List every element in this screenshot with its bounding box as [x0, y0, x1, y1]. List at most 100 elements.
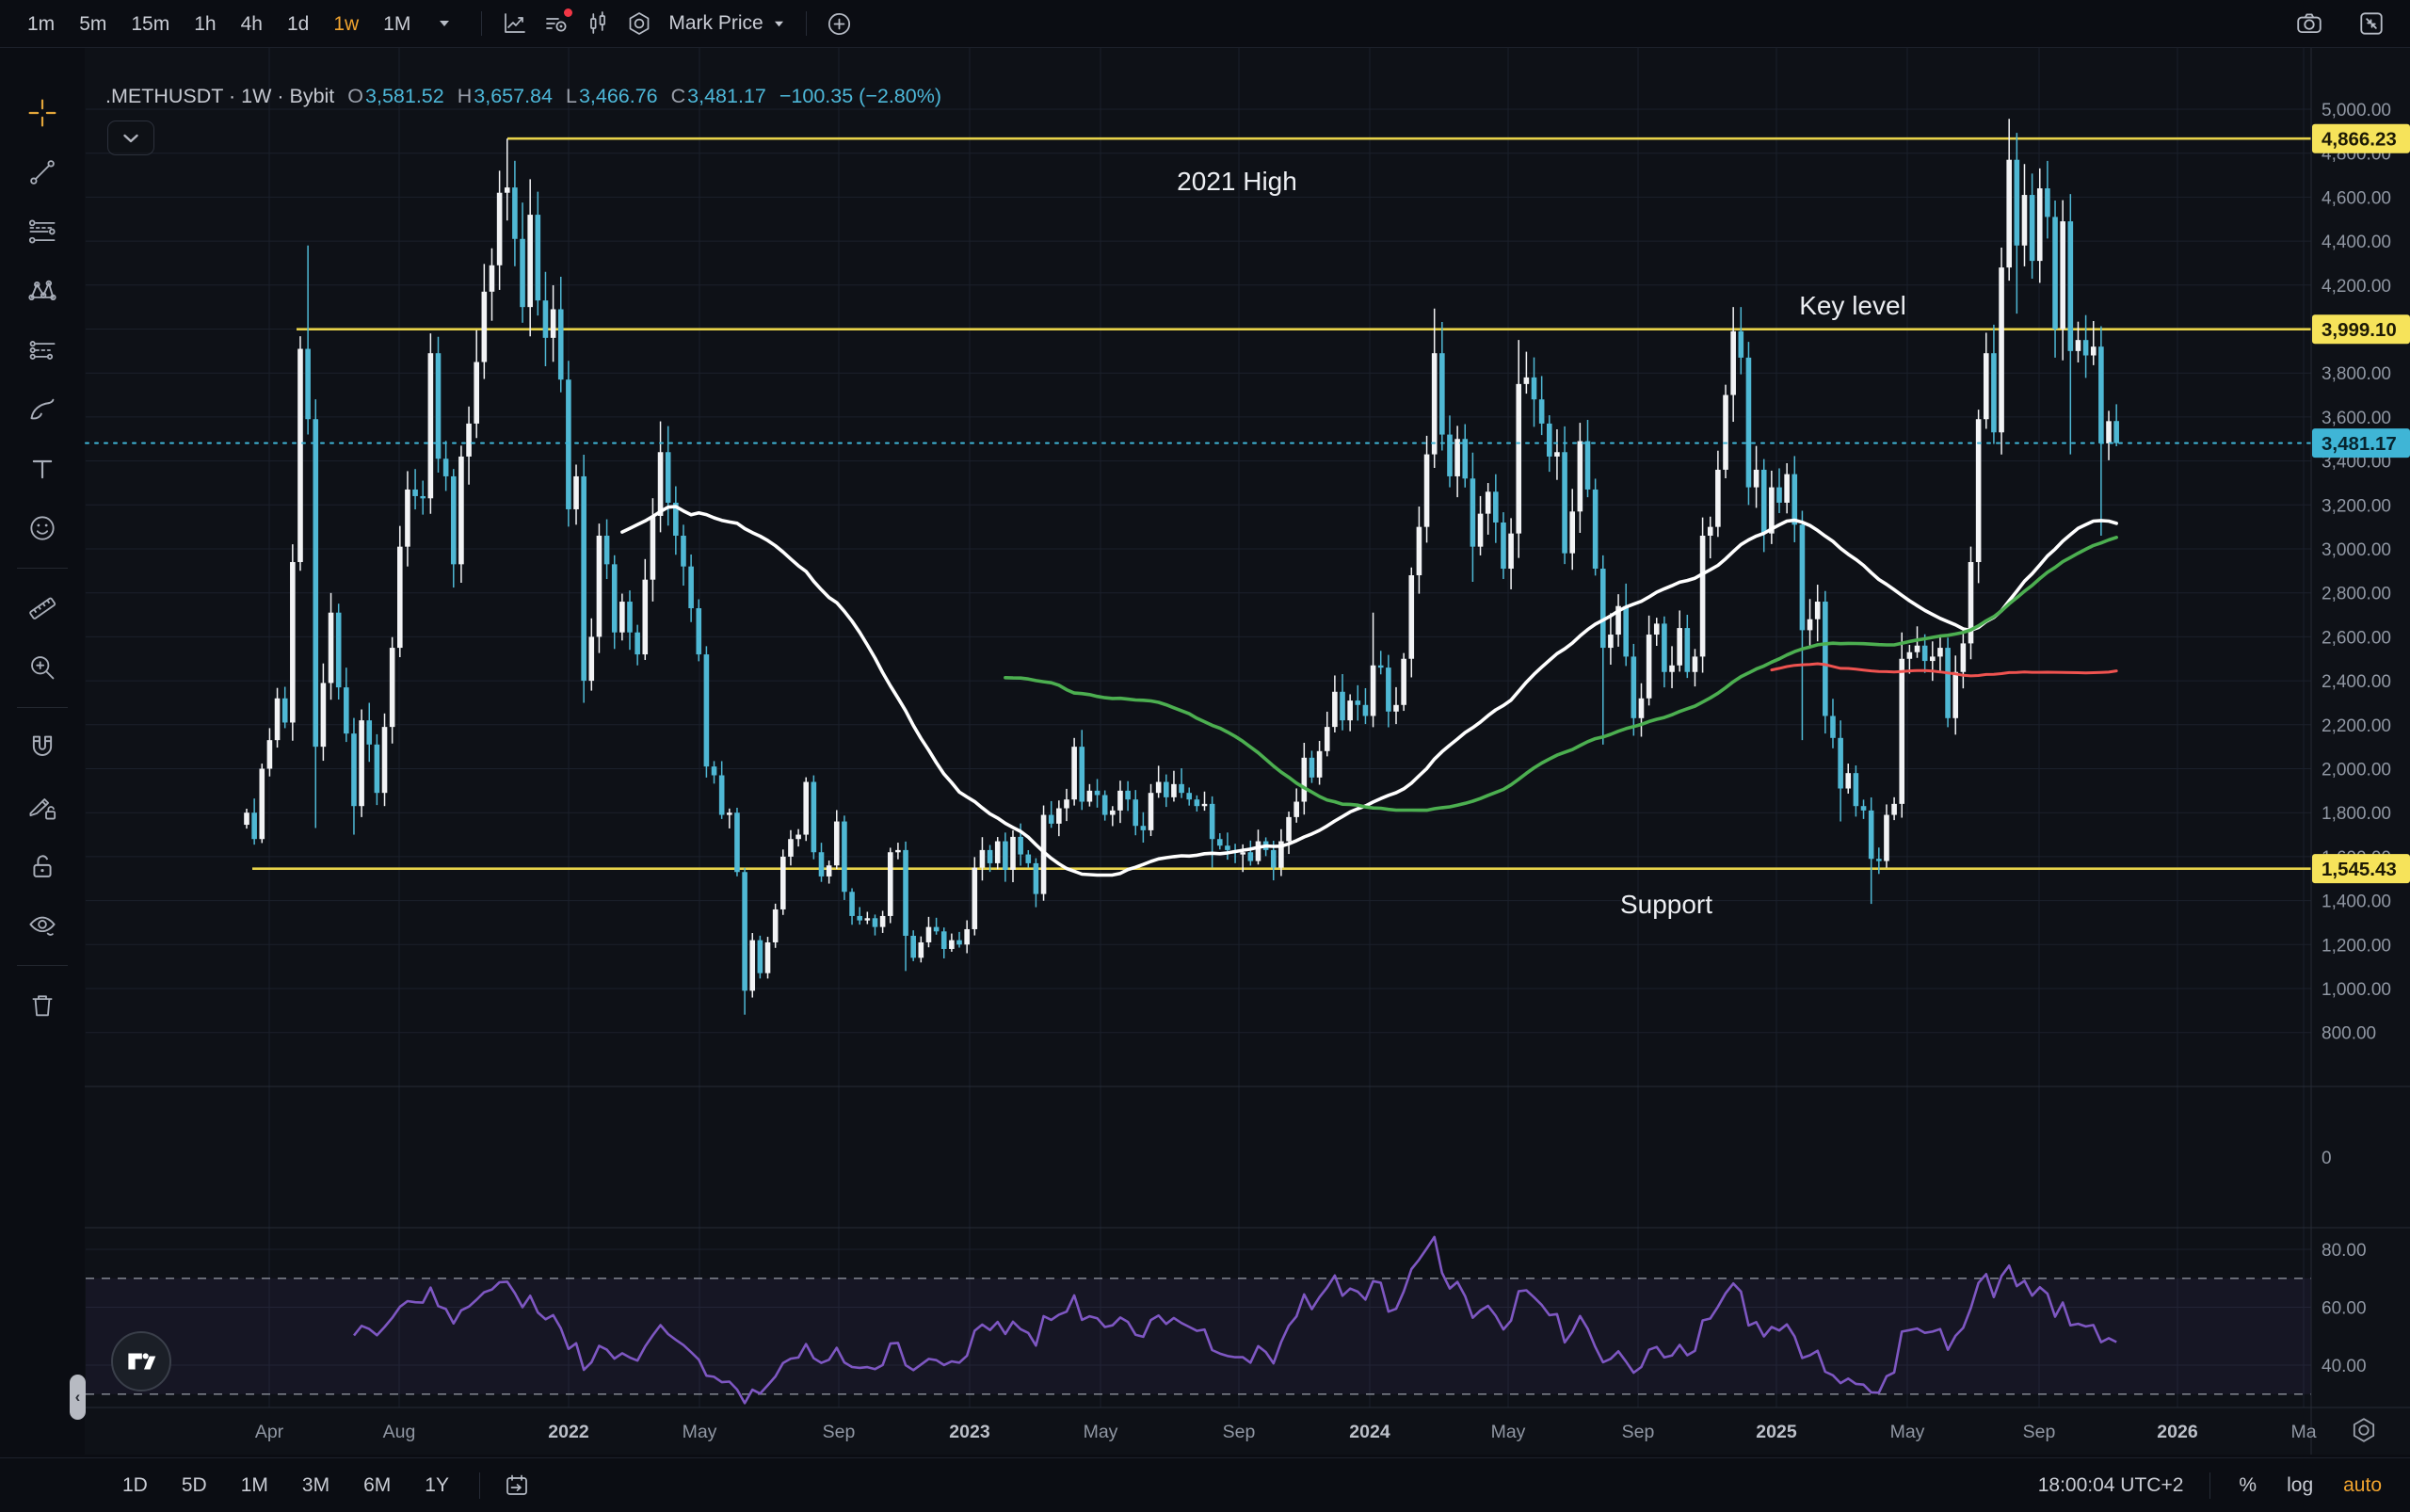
- level-price-label[interactable]: 3,999.10: [2312, 314, 2410, 345]
- rsi-line[interactable]: [352, 1235, 2117, 1405]
- status-bar-right: 18:00:04 UTC+2 % log auto: [2029, 1471, 2393, 1501]
- auto-scale-toggle[interactable]: auto: [2343, 1474, 2382, 1496]
- svg-text:2,600.00: 2,600.00: [2322, 628, 2391, 648]
- tool-lock-all[interactable]: [21, 844, 64, 888]
- tradingview-logo[interactable]: [111, 1331, 171, 1391]
- fib-retracement-icon: [28, 219, 56, 244]
- annotation-text[interactable]: Key level: [1799, 291, 1906, 320]
- candles-style-button[interactable]: [578, 6, 618, 41]
- candles-layer: [244, 119, 2119, 1015]
- indicators-button[interactable]: [537, 6, 576, 41]
- clock-display[interactable]: 18:00:04 UTC+2: [2037, 1474, 2184, 1496]
- annotation-text[interactable]: 2021 High: [1177, 167, 1297, 196]
- tool-magnet[interactable]: [21, 726, 64, 769]
- toolbar-divider: [17, 568, 68, 569]
- tradingview-logo-icon: [128, 1353, 156, 1370]
- tool-fib-retracement[interactable]: [21, 210, 64, 253]
- toolbar-divider: [17, 707, 68, 708]
- percent-scale-toggle[interactable]: %: [2239, 1474, 2257, 1496]
- range-5D[interactable]: 5D: [181, 1474, 207, 1496]
- timeframe-15m[interactable]: 15m: [131, 12, 170, 35]
- rsi-band-fill: [86, 1278, 2311, 1394]
- tool-crosshair[interactable]: [21, 91, 64, 135]
- svg-text:Aug: Aug: [383, 1422, 416, 1442]
- screenshot-button[interactable]: [2290, 6, 2329, 41]
- svg-text:2022: 2022: [548, 1422, 589, 1442]
- gridlines: [86, 48, 2311, 1407]
- svg-text:1,000.00: 1,000.00: [2322, 980, 2391, 1000]
- ohlc-close-label: C: [670, 85, 686, 107]
- tool-hide-drawings[interactable]: [21, 904, 64, 947]
- level-price-label[interactable]: 1,545.43: [2312, 854, 2410, 884]
- timeframe-4h[interactable]: 4h: [240, 12, 263, 35]
- compare-add-button[interactable]: [820, 6, 860, 41]
- ohlc-low-value: 3,466.76: [578, 85, 658, 107]
- xabcd-pattern-icon: [28, 280, 56, 301]
- svg-text:2023: 2023: [949, 1422, 990, 1442]
- zoom-in-icon: [31, 656, 55, 680]
- toolbar-divider: [478, 1472, 480, 1499]
- range-1Y[interactable]: 1Y: [425, 1474, 449, 1496]
- symbol-title: .METHUSDT · 1W · Bybit: [105, 85, 335, 107]
- sma-100-line[interactable]: [1004, 535, 2118, 812]
- annotation-text[interactable]: Support: [1620, 890, 1712, 919]
- symbol-legend[interactable]: .METHUSDT · 1W · Bybit O 3,581.52 H 3,657.…: [105, 85, 941, 108]
- time-axis-settings-button[interactable]: [2350, 1416, 2378, 1449]
- timeframe-1h[interactable]: 1h: [194, 12, 217, 35]
- ruler-icon: [29, 597, 56, 619]
- ohlc-high-value: 3,657.84: [474, 85, 553, 107]
- chart-background: [85, 48, 2410, 1455]
- tool-forecast[interactable]: [21, 329, 64, 372]
- trend-line-icon: [30, 160, 55, 185]
- svg-text:May: May: [1084, 1422, 1118, 1442]
- tool-trend-line[interactable]: [21, 151, 64, 194]
- forecast-icon: [29, 341, 56, 360]
- svg-text:May: May: [1491, 1422, 1526, 1442]
- sma-50-line[interactable]: [620, 505, 2118, 877]
- fullscreen-button[interactable]: [2352, 6, 2391, 41]
- svg-text:4,200.00: 4,200.00: [2322, 277, 2391, 297]
- timeframe-5m[interactable]: 5m: [79, 12, 107, 35]
- notification-dot: [564, 8, 573, 17]
- watchlist-drawer-handle[interactable]: ‹: [70, 1375, 86, 1420]
- tool-text[interactable]: [21, 447, 64, 491]
- svg-text:Sep: Sep: [1223, 1422, 1256, 1442]
- chart-settings-button[interactable]: [619, 6, 659, 41]
- sma-200-line[interactable]: [1770, 662, 2118, 678]
- emoji-icon: [30, 516, 55, 540]
- range-6M[interactable]: 6M: [363, 1474, 392, 1496]
- tool-zoom-in[interactable]: [21, 646, 64, 689]
- svg-text:4,866.23: 4,866.23: [2322, 129, 2397, 151]
- timeframe-dropdown-button[interactable]: [425, 6, 464, 41]
- middle-pane-zero-label: 0: [2322, 1149, 2332, 1168]
- change-value: −100.35 (−2.80%): [779, 85, 942, 107]
- price-source-dropdown[interactable]: Mark Price: [661, 8, 792, 40]
- list-eye-icon: [546, 18, 567, 32]
- timeframe-1M[interactable]: 1M: [383, 12, 411, 35]
- tool-measure[interactable]: [21, 587, 64, 630]
- legend-collapse-button[interactable]: [107, 121, 154, 155]
- tool-drawing-edit-lock[interactable]: [21, 785, 64, 828]
- range-1M[interactable]: 1M: [240, 1474, 268, 1496]
- plus-circle-icon: [828, 12, 851, 35]
- tool-emoji[interactable]: [21, 507, 64, 550]
- level-price-label[interactable]: 4,866.23: [2312, 123, 2410, 153]
- time-axis[interactable]: Apr Aug 2022 May Sep 2023 May Sep 2024 May Sep 2025…: [255, 1422, 2317, 1442]
- ohlc-high-label: H: [457, 85, 473, 107]
- svg-text:2,400.00: 2,400.00: [2322, 672, 2391, 692]
- go-to-date-button[interactable]: [497, 1468, 537, 1504]
- range-3M[interactable]: 3M: [301, 1474, 330, 1496]
- timeframe-1w[interactable]: 1w: [333, 12, 360, 35]
- chart-style-button[interactable]: [495, 6, 535, 41]
- chevron-down-icon: [440, 21, 450, 26]
- svg-text:Apr: Apr: [255, 1422, 284, 1442]
- tool-xabcd-pattern[interactable]: [21, 269, 64, 313]
- tool-brush[interactable]: [21, 388, 64, 431]
- timeframe-1d[interactable]: 1d: [286, 12, 310, 35]
- timeframe-1m[interactable]: 1m: [27, 12, 56, 35]
- log-scale-toggle[interactable]: log: [2287, 1474, 2314, 1496]
- current-price-label[interactable]: 3,481.17: [2312, 428, 2410, 458]
- range-1D[interactable]: 1D: [122, 1474, 148, 1496]
- tool-remove-objects[interactable]: [21, 984, 64, 1027]
